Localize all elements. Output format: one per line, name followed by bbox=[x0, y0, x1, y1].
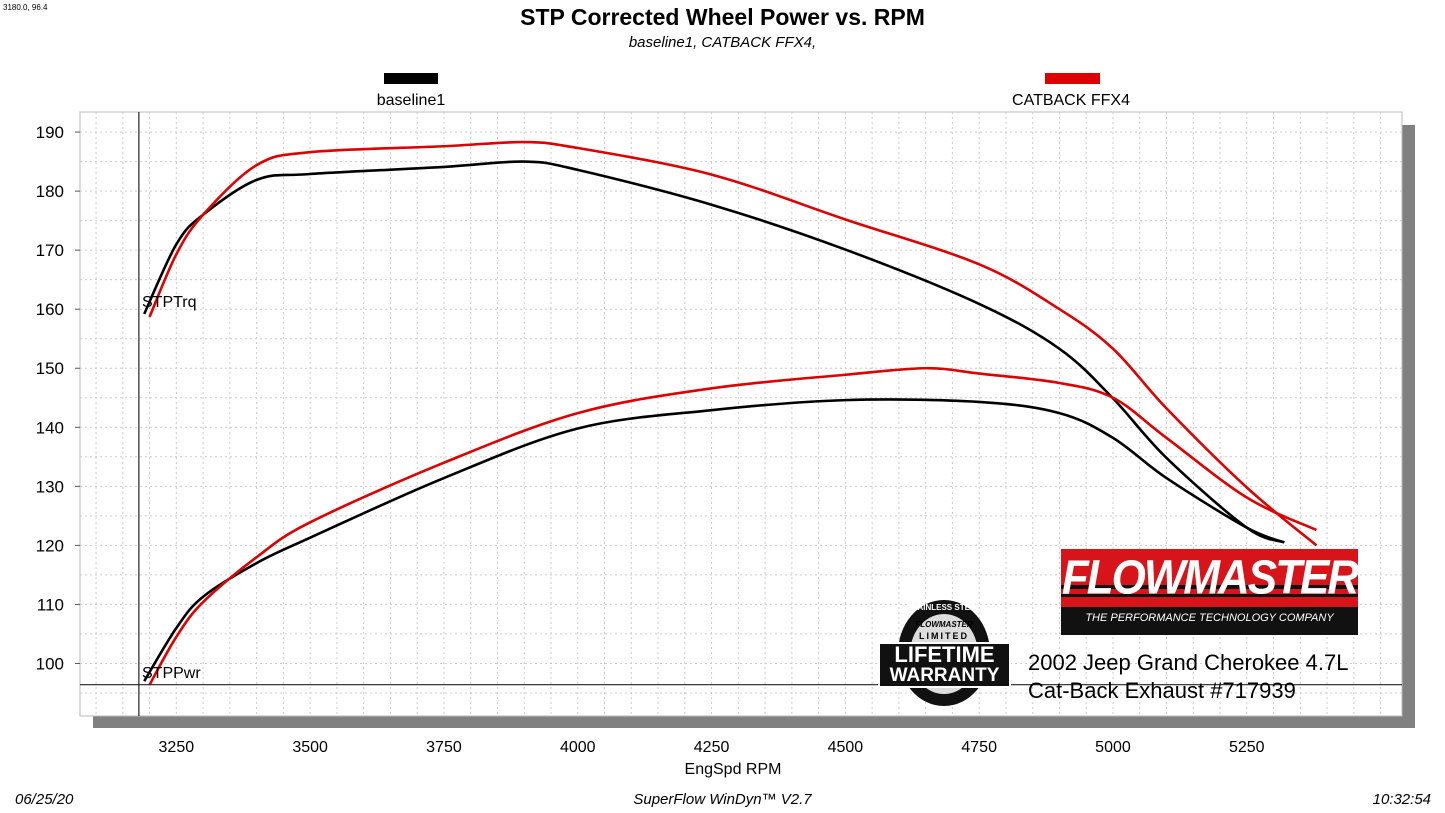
y-tick-label: 100 bbox=[36, 654, 64, 673]
product-annotation: Cat-Back Exhaust #717939 bbox=[1028, 678, 1296, 703]
x-tick-label: 5000 bbox=[1095, 739, 1131, 756]
x-tick-label: 3500 bbox=[292, 739, 328, 756]
y-tick-label: 110 bbox=[37, 595, 64, 614]
curve-label-power: STPPwr bbox=[142, 665, 201, 682]
x-tick-label: 5250 bbox=[1229, 739, 1265, 756]
y-tick-label: 150 bbox=[36, 359, 64, 378]
y-tick-label: 120 bbox=[36, 536, 64, 555]
plot-shadow-bottom bbox=[93, 716, 1415, 728]
series-line-catback-stptrq bbox=[148, 140, 1318, 547]
legend-label-baseline1: baseline1 bbox=[376, 92, 446, 109]
plot-shadow-right bbox=[1402, 125, 1415, 728]
series-line-baseline1-stptrq bbox=[143, 160, 1285, 544]
chart-title: STP Corrected Wheel Power vs. RPM bbox=[520, 4, 925, 30]
y-tick-label: 180 bbox=[36, 182, 64, 201]
x-tick-label: 4750 bbox=[961, 739, 997, 756]
chart-subtitle: baseline1, CATBACK FFX4, bbox=[628, 34, 817, 51]
x-axis-label: EngSpd RPM bbox=[684, 761, 782, 778]
legend-swatch-baseline1 bbox=[384, 73, 438, 84]
flowmaster-logo: FLOWMASTER THE PERFORMANCE TECHNOLOGY CO… bbox=[1061, 549, 1358, 635]
x-tick-label: 3750 bbox=[426, 739, 462, 756]
footer-time: 10:32:54 bbox=[1372, 791, 1431, 808]
x-tick-label: 4000 bbox=[560, 739, 596, 756]
x-tick-label: 3250 bbox=[159, 739, 195, 756]
x-tick-label: 4250 bbox=[694, 739, 730, 756]
legend-label-catback: CATBACK FFX4 bbox=[1012, 92, 1130, 109]
series-line-catback-stppwr bbox=[148, 366, 1317, 686]
warranty-badge: STAINLESS STEEL FLOWMASTER LIMITED LIFET… bbox=[878, 600, 1011, 708]
y-tick-label: 170 bbox=[36, 241, 64, 260]
y-tick-label: 140 bbox=[36, 418, 64, 437]
footer-software: SuperFlow WinDyn™ V2.7 bbox=[633, 791, 812, 808]
y-tick-label: 130 bbox=[36, 477, 64, 496]
cursor-readout: 3180.0, 96.4 bbox=[3, 3, 48, 12]
legend-swatch-catback bbox=[1045, 73, 1100, 84]
series-line-baseline1-stppwr bbox=[143, 398, 1285, 682]
vehicle-annotation: 2002 Jeep Grand Cherokee 4.7L bbox=[1028, 650, 1349, 675]
footer-date: 06/25/20 bbox=[15, 791, 74, 808]
y-tick-label: 160 bbox=[36, 300, 64, 319]
x-tick-label: 4500 bbox=[828, 739, 864, 756]
y-tick-label: 190 bbox=[36, 123, 64, 142]
curve-label-torque: STPTrq bbox=[142, 294, 197, 311]
